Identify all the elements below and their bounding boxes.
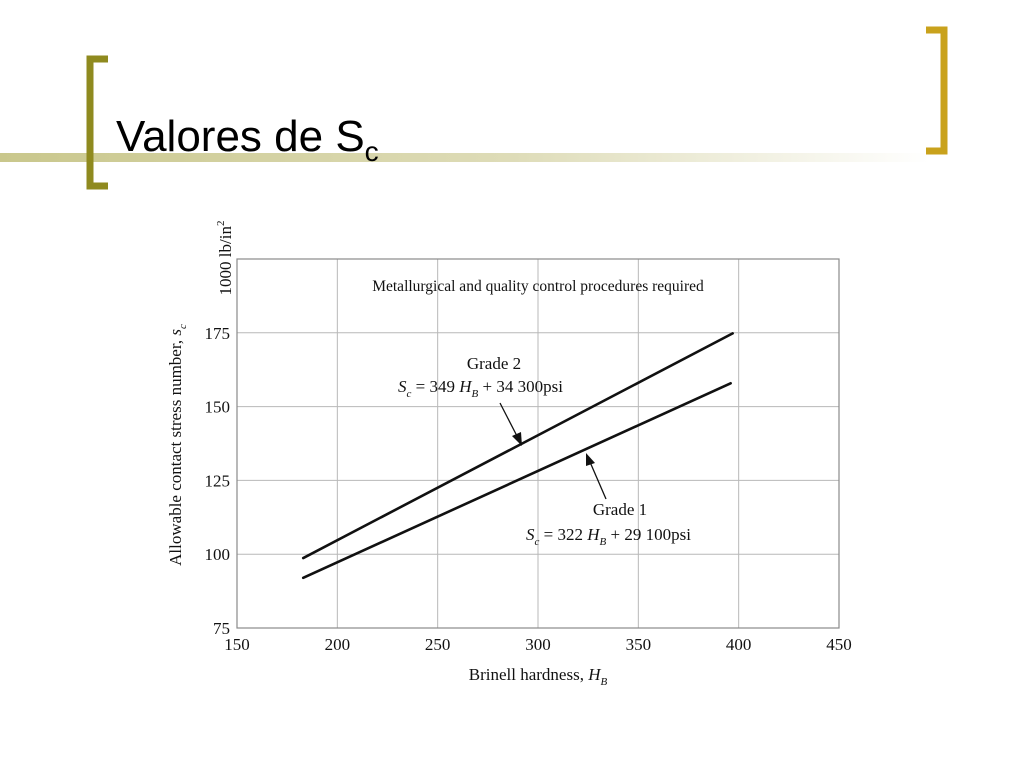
series-line-grade-1 bbox=[301, 381, 732, 580]
x-tick-label: 400 bbox=[726, 635, 752, 654]
grade2-label: Grade 2 bbox=[467, 354, 521, 373]
tick-labels: 150 200 250 300 350 400 450 75 100 125 150 175 bbox=[205, 324, 852, 654]
x-tick-label: 200 bbox=[325, 635, 351, 654]
y-tick-label: 150 bbox=[205, 398, 231, 417]
y-axis-label: Allowable contact stress number, sc bbox=[166, 324, 189, 566]
y-tick-label: 100 bbox=[205, 545, 231, 564]
right-bracket bbox=[926, 26, 948, 155]
x-tick-label: 150 bbox=[224, 635, 250, 654]
y-axis-unit: 1000 lb/in2 bbox=[215, 221, 235, 296]
series-lines bbox=[301, 332, 734, 580]
grade2-arrowhead bbox=[512, 432, 522, 446]
title-underline-rule bbox=[0, 153, 930, 162]
slide-title-subscript: c bbox=[364, 136, 379, 167]
plot-frame bbox=[236, 258, 840, 629]
y-tick-label: 175 bbox=[205, 324, 231, 343]
left-bracket bbox=[86, 55, 108, 190]
slide-title-text: Valores de S bbox=[116, 112, 365, 161]
x-tick-label: 350 bbox=[626, 635, 652, 654]
slide-title: Valores de Sc bbox=[116, 112, 379, 168]
grade1-label: Grade 1 bbox=[593, 500, 647, 519]
x-tick-label: 250 bbox=[425, 635, 451, 654]
grade1-arrow bbox=[589, 461, 607, 500]
grade2-formula: Sc = 349 HB + 34 300psi bbox=[398, 377, 563, 400]
series-line-grade-2 bbox=[301, 332, 734, 560]
x-tick-label: 300 bbox=[525, 635, 551, 654]
y-tick-label: 125 bbox=[205, 471, 231, 490]
y-tick-label: 75 bbox=[213, 619, 230, 638]
grade1-formula: Sc = 322 HB + 29 100psi bbox=[526, 525, 691, 548]
x-tick-label: 450 bbox=[826, 635, 852, 654]
grid-lines bbox=[237, 259, 839, 628]
x-axis-label: Brinell hardness, HB bbox=[469, 665, 608, 688]
grade1-arrowhead bbox=[586, 453, 595, 466]
chart-title: Metallurgical and quality control proced… bbox=[372, 278, 704, 295]
grade2-arrow bbox=[499, 402, 519, 439]
